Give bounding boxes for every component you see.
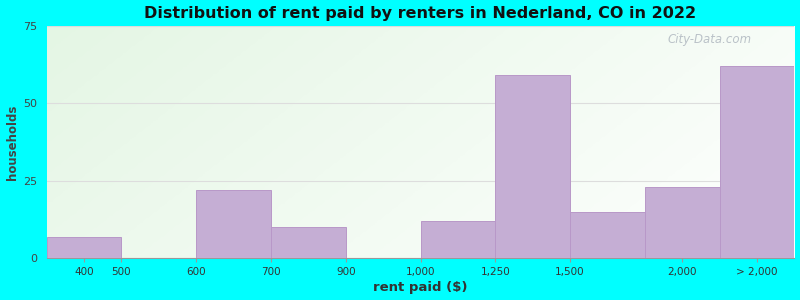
Bar	[645, 187, 720, 258]
Bar	[196, 190, 271, 258]
Bar	[570, 212, 645, 258]
X-axis label: rent paid ($): rent paid ($)	[374, 281, 468, 294]
Bar	[46, 237, 122, 258]
Bar	[720, 66, 794, 258]
Bar	[421, 221, 495, 258]
Title: Distribution of rent paid by renters in Nederland, CO in 2022: Distribution of rent paid by renters in …	[145, 6, 697, 21]
Bar	[495, 76, 570, 258]
Text: City-Data.com: City-Data.com	[667, 33, 751, 46]
Bar	[271, 227, 346, 258]
Y-axis label: households: households	[6, 104, 18, 180]
